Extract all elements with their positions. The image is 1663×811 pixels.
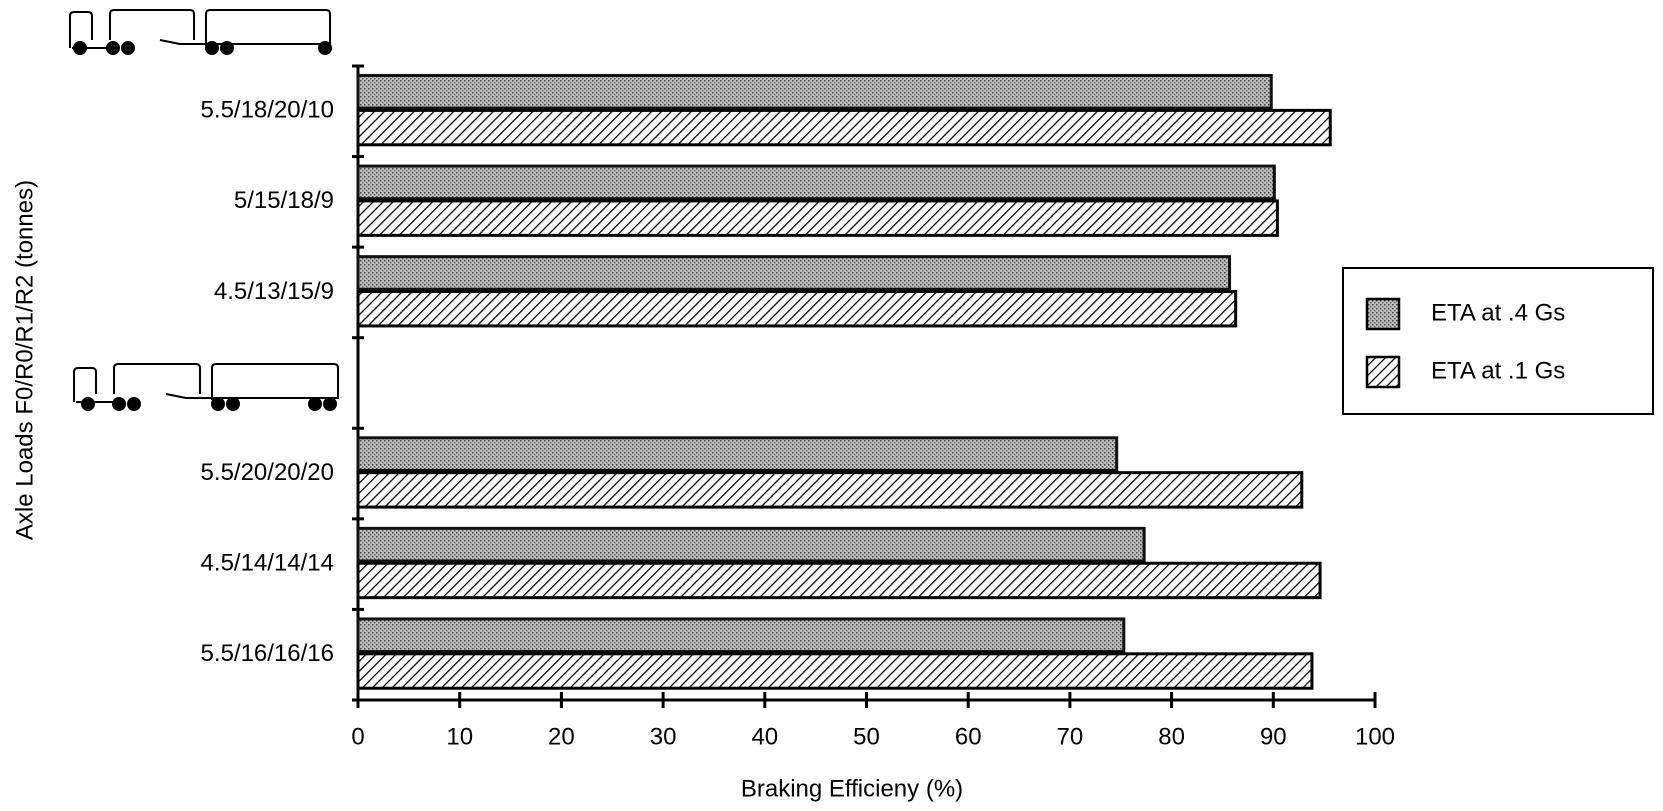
y-tick-label: 5.5/16/16/16 bbox=[201, 640, 334, 667]
legend-label: ETA at .1 Gs bbox=[1431, 357, 1565, 384]
bar bbox=[356, 471, 1304, 509]
bar bbox=[356, 164, 1276, 201]
bar bbox=[356, 436, 1119, 472]
y-tick-label: 5.5/18/20/10 bbox=[201, 97, 334, 124]
bar bbox=[356, 526, 1146, 563]
y-tick-label: 5.5/20/20/20 bbox=[201, 459, 334, 486]
truck-icon bbox=[73, 363, 339, 411]
y-tick-label: 5/15/18/9 bbox=[234, 187, 334, 214]
x-tick-label: 10 bbox=[446, 723, 473, 750]
x-tick-label: 60 bbox=[955, 723, 982, 750]
x-tick-label: 100 bbox=[1355, 723, 1395, 750]
x-tick-label: 20 bbox=[548, 723, 575, 750]
bar bbox=[356, 617, 1126, 654]
x-axis-label: Braking Efficieny (%) bbox=[741, 775, 963, 802]
legend-label: ETA at .4 Gs bbox=[1431, 299, 1565, 326]
bar bbox=[356, 290, 1238, 328]
legend-box bbox=[1342, 267, 1654, 415]
bar bbox=[356, 255, 1232, 291]
truck-icon bbox=[69, 9, 332, 55]
y-tick-label: 4.5/13/15/9 bbox=[214, 278, 334, 305]
legend-swatch bbox=[1365, 297, 1401, 331]
x-tick-label: 30 bbox=[650, 723, 677, 750]
x-tick-label: 80 bbox=[1158, 723, 1185, 750]
y-axis-label: Axle Loads F0/R0/R1/R2 (tonnes) bbox=[11, 180, 38, 540]
bar bbox=[356, 652, 1314, 690]
legend-swatch bbox=[1365, 355, 1401, 389]
bar bbox=[356, 74, 1273, 110]
bar bbox=[356, 108, 1332, 147]
x-tick-label: 0 bbox=[351, 723, 364, 750]
bar bbox=[356, 561, 1322, 600]
x-tick-label: 40 bbox=[751, 723, 778, 750]
bar bbox=[356, 199, 1279, 237]
x-tick-label: 50 bbox=[853, 723, 880, 750]
x-tick-label: 90 bbox=[1260, 723, 1287, 750]
x-tick-label: 70 bbox=[1057, 723, 1084, 750]
y-tick-label: 4.5/14/14/14 bbox=[201, 549, 334, 576]
